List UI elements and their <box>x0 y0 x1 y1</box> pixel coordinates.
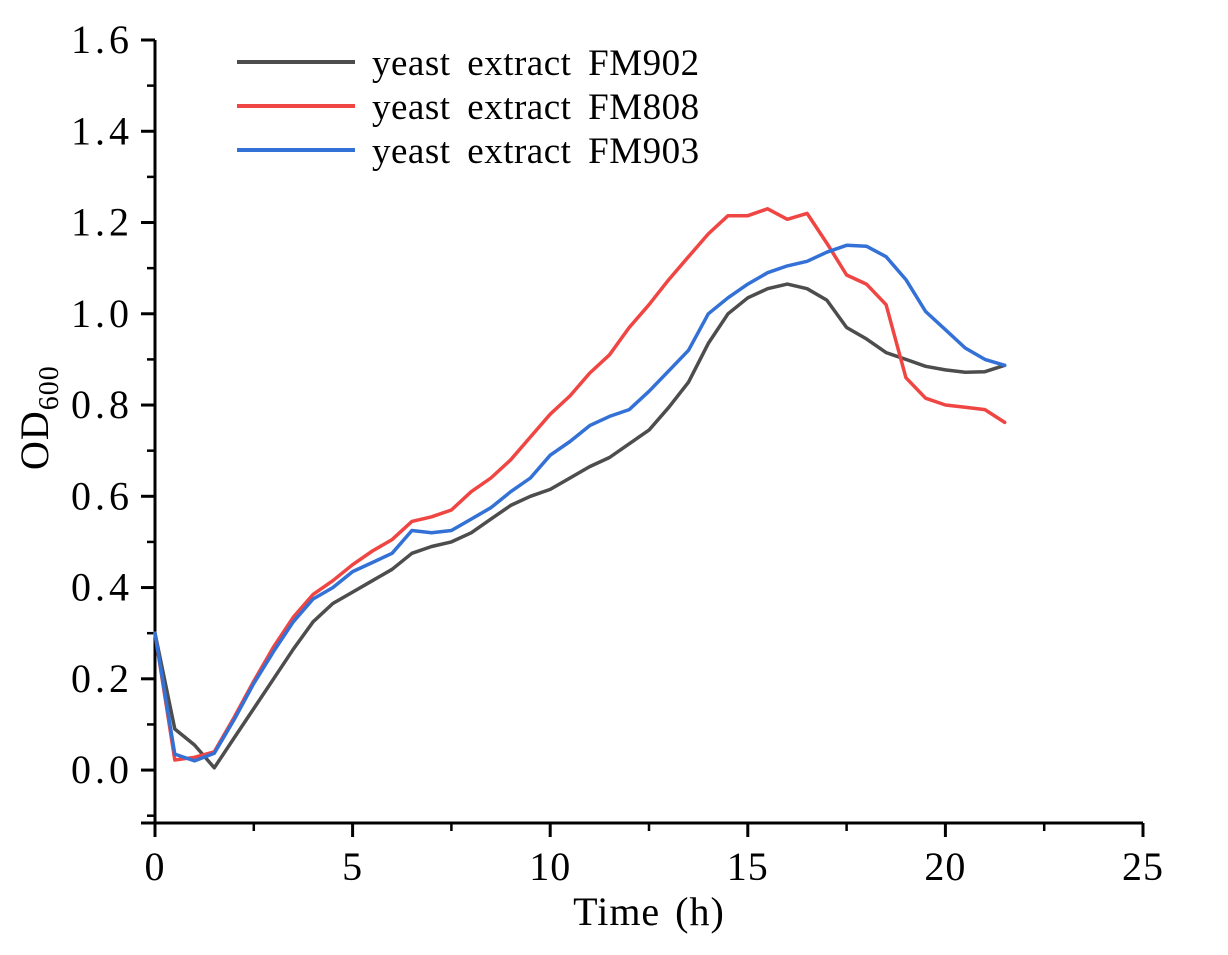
y-tick-label: 1.4 <box>71 108 133 153</box>
y-tick-label: 0.8 <box>71 382 133 427</box>
y-tick-label: 0.6 <box>71 473 133 518</box>
series-line-fm902 <box>153 282 1007 770</box>
y-tick-label: 1.6 <box>71 17 133 62</box>
y-axis-title: OD600 <box>12 365 65 470</box>
x-axis-title: Time (h) <box>573 889 725 934</box>
legend-item: yeast extract FM903 <box>237 131 700 172</box>
legend-label: yeast extract FM903 <box>372 131 700 172</box>
series-line-fm808 <box>153 207 1007 762</box>
y-tick-label: 0.0 <box>71 747 133 792</box>
y-tick-label: 0.4 <box>71 565 133 610</box>
y-tick-label: 1.0 <box>71 291 133 336</box>
x-tick-label: 0 <box>145 844 166 889</box>
x-tick-label: 15 <box>727 844 769 889</box>
legend-label: yeast extract FM902 <box>372 43 700 84</box>
x-tick-label: 10 <box>529 844 571 889</box>
legend-item: yeast extract FM808 <box>237 87 700 128</box>
y-tick-label: 0.2 <box>71 656 133 701</box>
x-tick-label: 5 <box>342 844 363 889</box>
x-tick-label: 20 <box>924 844 966 889</box>
y-tick-label: 1.2 <box>71 200 133 245</box>
legend-item: yeast extract FM902 <box>237 43 700 84</box>
series-line-fm903 <box>153 243 1007 763</box>
x-tick-label: 25 <box>1122 844 1164 889</box>
legend-label: yeast extract FM808 <box>372 87 700 128</box>
